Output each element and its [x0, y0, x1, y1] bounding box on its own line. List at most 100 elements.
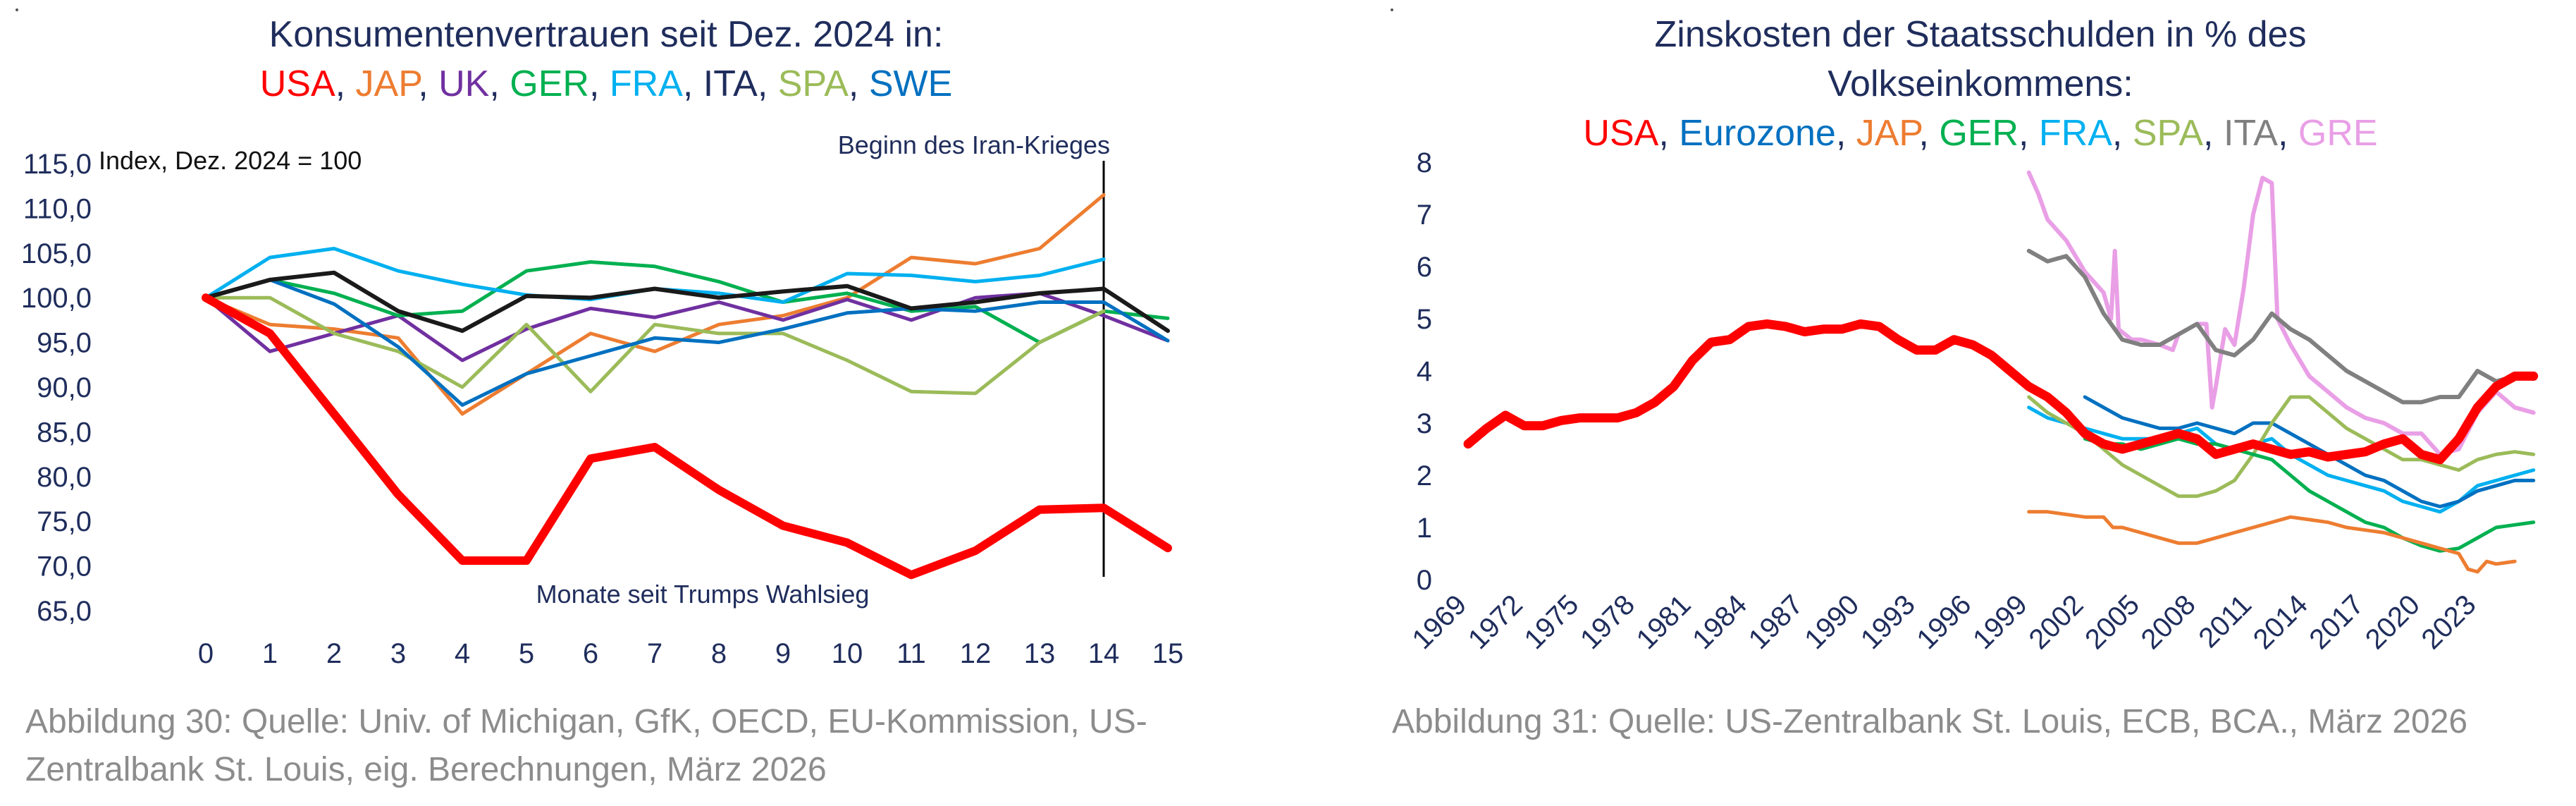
- x-tick-label: 2002: [2023, 589, 2090, 655]
- x-tick-label: 1978: [1574, 589, 1641, 655]
- subtitle-part-14: SWE: [869, 63, 952, 104]
- x-tick-label: 7: [647, 638, 663, 669]
- x-tick-label: 8: [711, 638, 727, 669]
- x-tick-label: 9: [775, 638, 791, 669]
- subtitle-part-6: GER: [1939, 113, 2019, 154]
- series-line-ger: [2083, 436, 2536, 553]
- x-tick-label: 0: [198, 638, 214, 669]
- x-tick-label: 10: [832, 638, 863, 669]
- subtitle-part-10: ITA: [703, 63, 758, 104]
- y-tick-label: 7: [1417, 200, 1432, 231]
- subtitle-part-6: GER: [510, 63, 589, 104]
- subtitle-part-5: ,: [489, 63, 510, 104]
- subtitle-part-1: ,: [335, 63, 356, 104]
- subtitle-part-9: ,: [2112, 113, 2133, 154]
- subtitle-part-4: JAP: [1856, 113, 1922, 154]
- chart1-title: Konsumentenvertrauen seit Dez. 2024 in:: [269, 14, 944, 55]
- x-tick-label: 14: [1088, 638, 1120, 669]
- x-tick-label: 1969: [1406, 589, 1472, 655]
- y-tick-label: 5: [1417, 304, 1432, 335]
- y-tick-label: 80,0: [37, 462, 92, 493]
- chart2-subtitle: USA, Eurozone, JAP, GER, FRA, SPA, ITA, …: [1583, 113, 2377, 154]
- chart1-subtitle: USA, JAP, UK, GER, FRA, ITA, SPA, SWE: [260, 63, 953, 104]
- series-line-usa: [202, 293, 1172, 580]
- x-tick-label: 1993: [1855, 589, 1921, 655]
- series-line-fra: [2027, 405, 2536, 514]
- x-tick-label: 2023: [2416, 589, 2482, 655]
- series-line-swe: [204, 278, 1170, 407]
- x-tick-label: 2008: [2136, 589, 2202, 655]
- y-tick-label: 110,0: [23, 193, 92, 224]
- x-tick-label: 6: [583, 638, 598, 669]
- subtitle-part-12: ITA: [2224, 113, 2278, 154]
- y-tick-label: 6: [1417, 252, 1432, 283]
- y-tick-label: 1: [1417, 513, 1432, 544]
- corner-dot-left: [16, 8, 18, 11]
- x-tick-label: 3: [390, 638, 406, 669]
- subtitle-part-1: ,: [1658, 113, 1679, 154]
- chart2-title-line1: Zinskosten der Staatsschulden in % des: [1655, 14, 2307, 55]
- x-tick-label: 15: [1152, 638, 1184, 669]
- subtitle-part-2: JAP: [356, 63, 421, 104]
- subtitle-part-11: ,: [2203, 113, 2224, 154]
- series-line-ita: [2026, 248, 2536, 405]
- subtitle-part-0: USA: [1583, 113, 1658, 154]
- y-tick-label: 75,0: [37, 506, 92, 537]
- y-tick-label: 85,0: [37, 417, 92, 448]
- y-axis-label: Index, Dez. 2024 = 100: [99, 146, 362, 175]
- y-tick-label: 105,0: [21, 238, 92, 269]
- subtitle-part-3: ,: [418, 63, 438, 104]
- chart2-title-line2: Volkseinkommens:: [1828, 63, 2133, 104]
- x-tick-label: 1990: [1799, 589, 1865, 655]
- subtitle-part-7: ,: [589, 63, 610, 104]
- figure-caption-right: Abbildung 31: Quelle: US-Zentralbank St.…: [1392, 703, 2468, 740]
- subtitle-part-3: ,: [1836, 113, 1856, 154]
- x-tick-label: 1975: [1518, 589, 1584, 655]
- chart-interest-costs: Zinskosten der Staatsschulden in % des Vo…: [1406, 14, 2539, 655]
- x-tick-label: 1: [262, 638, 278, 669]
- x-tick-label: 4: [455, 638, 470, 669]
- x-tick-label: 2017: [2303, 589, 2369, 655]
- x-tick-label: 1972: [1462, 589, 1529, 655]
- x-tick-label: 2: [326, 638, 342, 669]
- x-tick-label: 2011: [2193, 589, 2257, 654]
- subtitle-part-5: ,: [1918, 113, 1939, 154]
- x-tick-label: 1987: [1743, 589, 1809, 655]
- x-tick-label: 1996: [1911, 589, 1977, 655]
- subtitle-part-11: ,: [758, 63, 778, 104]
- subtitle-part-2: Eurozone: [1679, 113, 1836, 154]
- series-line-ger: [204, 260, 1170, 345]
- x-tick-label: 12: [960, 638, 992, 669]
- series-line-usa: [1463, 319, 2539, 465]
- y-tick-label: 0: [1417, 565, 1432, 596]
- subtitle-part-8: FRA: [610, 63, 683, 104]
- x-tick-label: 2014: [2248, 589, 2314, 655]
- chart-consumer-confidence: Konsumentenvertrauen seit Dez. 2024 in: U…: [21, 14, 1183, 669]
- subtitle-part-10: SPA: [2133, 113, 2204, 154]
- y-tick-label: 95,0: [37, 328, 92, 359]
- series-line-spa: [204, 295, 1106, 396]
- series-line-jap: [204, 193, 1106, 416]
- subtitle-part-8: FRA: [2039, 113, 2112, 154]
- y-tick-label: 70,0: [37, 551, 92, 582]
- y-tick-label: 65,0: [37, 596, 92, 627]
- subtitle-part-0: USA: [260, 63, 335, 104]
- x-tick-label: 13: [1024, 638, 1056, 669]
- subtitle-part-7: ,: [2019, 113, 2039, 154]
- iran-war-annotation: Beginn des Iran-Krieges: [838, 130, 1110, 159]
- series-line-eurozone: [2083, 395, 2536, 508]
- y-tick-label: 100,0: [21, 283, 92, 314]
- x-tick-label: 1984: [1687, 589, 1753, 655]
- subtitle-part-13: ,: [2278, 113, 2298, 154]
- subtitle-part-12: SPA: [778, 63, 849, 104]
- y-tick-label: 3: [1417, 408, 1432, 439]
- y-tick-label: 2: [1417, 460, 1432, 491]
- x-tick-label: 5: [519, 638, 534, 669]
- y-tick-label: 4: [1417, 356, 1432, 387]
- x-tick-label: 11: [896, 638, 926, 669]
- y-tick-label: 115,0: [23, 149, 92, 180]
- x-tick-label: 1999: [1967, 589, 2033, 655]
- figure-caption-left: Abbildung 30: Quelle: Univ. of Michigan,…: [25, 703, 1147, 788]
- x-tick-label: 2005: [2079, 589, 2145, 655]
